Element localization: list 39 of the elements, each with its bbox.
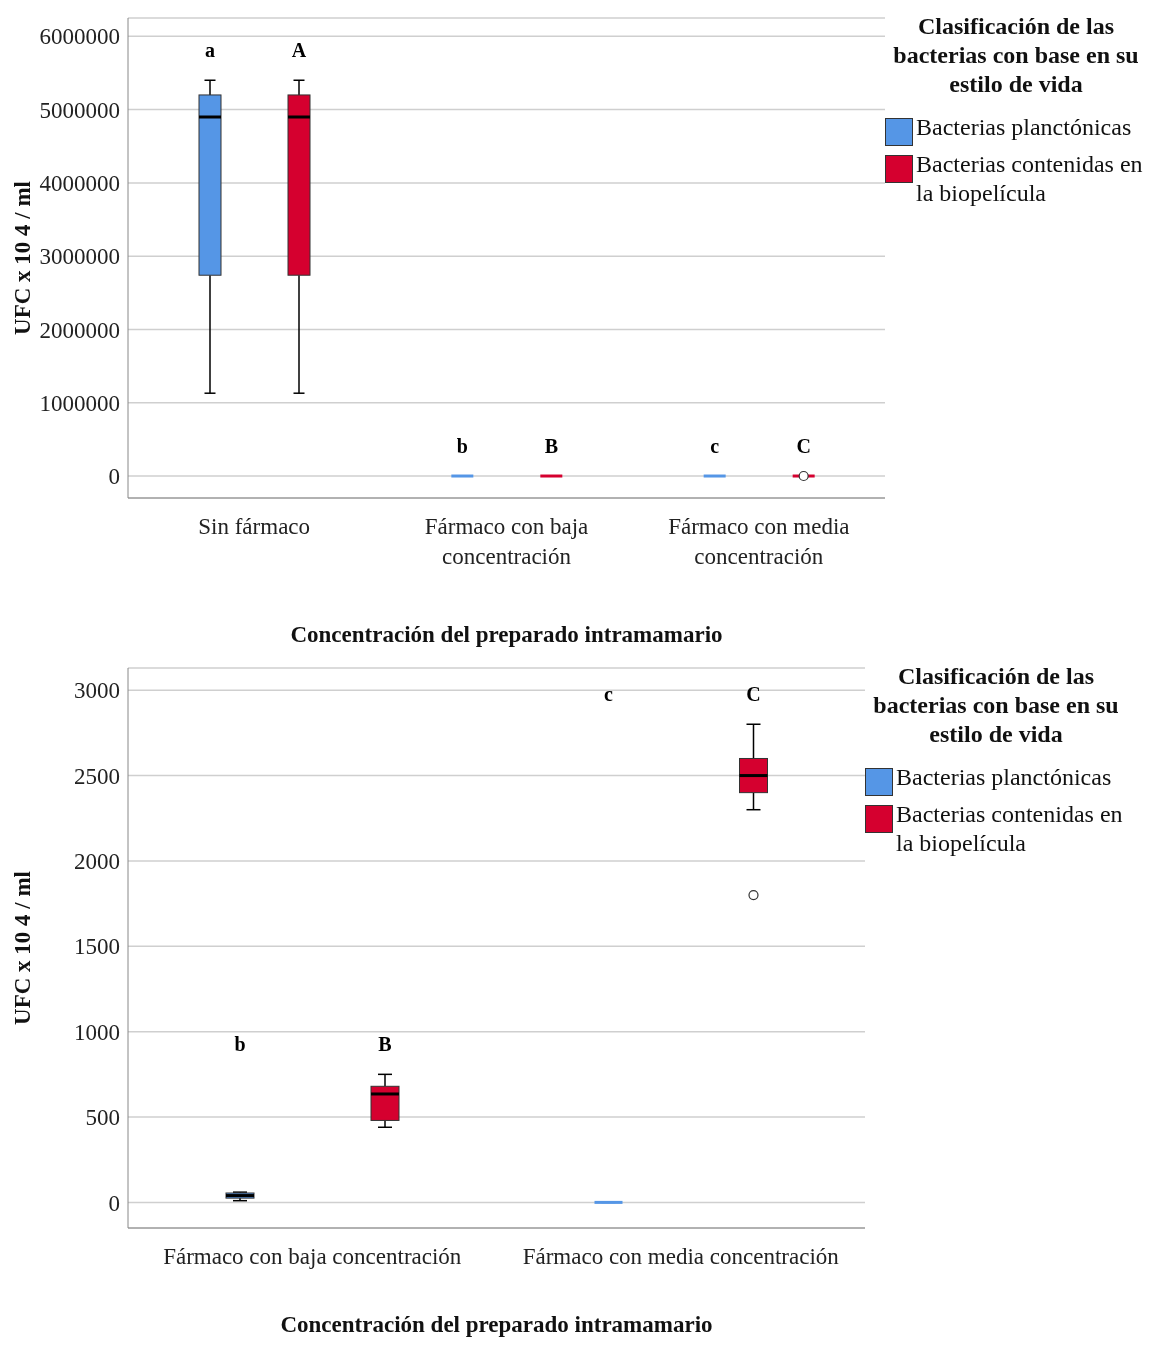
y-tick-label: 4000000: [39, 171, 120, 197]
y-tick-label: 1500: [74, 934, 120, 960]
x-tick-label: Fármaco con media concentración: [522, 1244, 840, 1270]
y-axis-title: UFC x 10 4 / ml: [10, 871, 36, 1025]
annotation: A: [291, 39, 307, 62]
y-tick-label: 1000: [74, 1019, 120, 1045]
y-tick-label: 0: [108, 1190, 120, 1216]
annotation: b: [456, 435, 468, 458]
legend-label: Bacterias contenidas en la biopelícula: [896, 800, 1124, 858]
annotation: a: [205, 39, 215, 62]
y-tick-label: 3000: [74, 678, 120, 704]
legend-label: Bacterias planctónicas: [916, 113, 1132, 142]
annotation: c: [604, 683, 614, 706]
x-tick-label: Sin fármaco: [198, 514, 311, 540]
annotation: c: [710, 435, 720, 458]
x-axis-title: Concentración del preparado intramamario: [290, 622, 723, 648]
x-tick-label: Fármaco con media concentración: [668, 514, 850, 570]
y-tick-label: 3000000: [39, 244, 120, 270]
annotation: B: [378, 1033, 392, 1056]
legend-title: Clasificación de las bacterias con base en su estilo de vida: [892, 12, 1140, 99]
legend-title: Clasificación de las bacterias con base en su estilo de vida: [872, 662, 1120, 749]
y-tick-label: 5000000: [39, 97, 120, 123]
annotation: C: [796, 435, 811, 458]
annotation: B: [544, 435, 559, 458]
y-tick-label: 500: [85, 1105, 120, 1131]
y-tick-label: 1000000: [39, 390, 120, 416]
x-tick-label: Fármaco con baja concentración: [163, 1244, 462, 1270]
y-tick-label: 0: [108, 464, 120, 490]
y-tick-label: 2000: [74, 849, 120, 875]
y-axis-title: UFC x 10 4 / ml: [10, 181, 36, 335]
annotation: C: [746, 683, 761, 706]
x-tick-label: Fármaco con baja concentración: [424, 514, 589, 570]
x-axis-title: Concentración del preparado intramamario: [280, 1312, 713, 1338]
annotation: b: [234, 1033, 246, 1056]
y-tick-label: 2000000: [39, 317, 120, 343]
legend-label: Bacterias contenidas en la biopelícula: [916, 150, 1144, 208]
y-tick-label: 2500: [74, 763, 120, 789]
y-tick-label: 6000000: [39, 24, 120, 50]
legend-label: Bacterias planctónicas: [896, 763, 1112, 792]
